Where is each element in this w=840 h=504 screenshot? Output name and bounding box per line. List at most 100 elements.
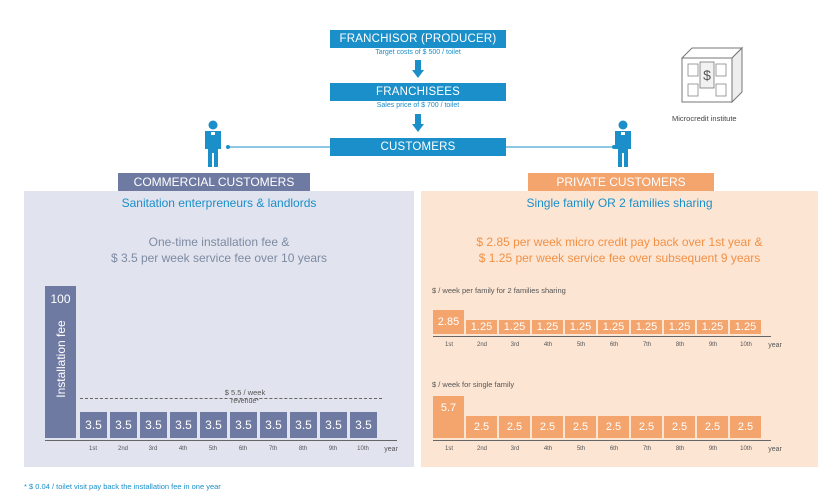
bar: 1.25 bbox=[598, 320, 629, 334]
shared-bars: 2.85 1.25 1.25 1.25 1.25 1.25 1.25 1.25 … bbox=[433, 310, 773, 336]
bar: 2.5 bbox=[730, 416, 761, 438]
year-tick: 8th bbox=[675, 342, 685, 348]
bar: 2.5 bbox=[466, 416, 497, 438]
single-bars: 5.7 2.5 2.5 2.5 2.5 2.5 2.5 2.5 2.5 2.5 bbox=[433, 396, 773, 438]
bar: 3.5 bbox=[320, 412, 347, 438]
year-tick: 6th bbox=[609, 446, 619, 452]
bar: 3.5 bbox=[230, 412, 257, 438]
installation-fee-value: 100 bbox=[50, 292, 71, 306]
installation-fee-bar bbox=[45, 286, 76, 438]
franchisor-subtitle: Target costs of $ 500 / toilet bbox=[375, 49, 461, 56]
year-tick: 1st bbox=[444, 342, 453, 348]
svg-text:$: $ bbox=[703, 67, 711, 83]
commercial-bars: 3.5 3.5 3.5 3.5 3.5 3.5 3.5 3.5 3.5 3.5 bbox=[80, 412, 390, 438]
customers-box: CUSTOMERS bbox=[330, 138, 506, 156]
year-tick: 2nd bbox=[117, 446, 128, 452]
private-header: PRIVATE CUSTOMERS bbox=[528, 173, 714, 191]
bar: 2.5 bbox=[697, 416, 728, 438]
week-revenue-note-2: revenue* bbox=[230, 398, 260, 405]
commercial-desc-line2: $ 3.5 per week service fee over 10 years bbox=[110, 251, 328, 265]
franchisor-box: FRANCHISOR (PRODUCER) bbox=[330, 30, 506, 48]
year-tick: 6th bbox=[609, 342, 619, 348]
year-tick: 10th bbox=[740, 446, 752, 452]
year-tick: 1st bbox=[88, 446, 97, 452]
bar: 5.7 bbox=[433, 396, 464, 438]
bar: 2.85 bbox=[433, 310, 464, 334]
year-tick: 9th bbox=[708, 446, 718, 452]
bar: 3.5 bbox=[350, 412, 377, 438]
year-tick: 7th bbox=[642, 446, 652, 452]
bank-building-icon: $ bbox=[676, 44, 746, 106]
commercial-year-ticks: 1st 2nd 3rd 4th 5th 6th 7th 8th 9th 10th… bbox=[82, 446, 402, 456]
year-axis-label: year bbox=[768, 446, 782, 453]
bar: 2.5 bbox=[598, 416, 629, 438]
microcredit-label: Microcredit institute bbox=[672, 114, 737, 123]
year-tick: 6th bbox=[238, 446, 248, 452]
franchisees-box: FRANCHISEES bbox=[330, 83, 506, 101]
year-tick: 8th bbox=[675, 446, 685, 452]
private-desc-line1: $ 2.85 per week micro credit pay back ov… bbox=[476, 235, 763, 249]
installation-fee-label: Installation fee bbox=[54, 320, 68, 398]
bar: 3.5 bbox=[290, 412, 317, 438]
bar: 3.5 bbox=[170, 412, 197, 438]
bar: 2.5 bbox=[532, 416, 563, 438]
single-label: $ / week for single family bbox=[432, 380, 515, 389]
bar: 1.25 bbox=[730, 320, 761, 334]
year-axis-label: year bbox=[768, 342, 782, 349]
year-tick: 8th bbox=[298, 446, 308, 452]
shared-label: $ / week per family for 2 families shari… bbox=[432, 286, 566, 295]
person-icon bbox=[612, 120, 634, 168]
bar: 1.25 bbox=[466, 320, 497, 334]
year-tick: 4th bbox=[543, 446, 553, 452]
bar: 3.5 bbox=[140, 412, 167, 438]
bar: 1.25 bbox=[664, 320, 695, 334]
bar: 2.5 bbox=[631, 416, 662, 438]
year-axis-label: year bbox=[384, 446, 398, 453]
year-tick: 5th bbox=[576, 342, 586, 348]
private-desc-line2: $ 1.25 per week service fee over subsequ… bbox=[478, 251, 761, 265]
year-tick: 3rd bbox=[510, 342, 520, 348]
revenue-dashed-line bbox=[80, 398, 382, 399]
arrow-down-icon bbox=[412, 60, 424, 78]
bar: 3.5 bbox=[260, 412, 287, 438]
commercial-header: COMMERCIAL CUSTOMERS bbox=[118, 173, 310, 191]
week-revenue-note: $ 5.5 / week bbox=[224, 388, 266, 397]
bar: 3.5 bbox=[110, 412, 137, 438]
single-year-ticks: 1st 2nd 3rd 4th 5th 6th 7th 8th 9th 10th… bbox=[438, 446, 798, 456]
year-tick: 7th bbox=[268, 446, 278, 452]
year-tick: 2nd bbox=[476, 446, 487, 452]
person-icon bbox=[202, 120, 224, 168]
year-tick: 2nd bbox=[476, 342, 487, 348]
bar: 3.5 bbox=[80, 412, 107, 438]
private-subtitle: Single family OR 2 families sharing bbox=[526, 196, 713, 210]
year-tick: 1st bbox=[444, 446, 453, 452]
commercial-desc-line1: One-time installation fee & bbox=[148, 235, 290, 249]
year-tick: 3rd bbox=[148, 446, 158, 452]
bar: 2.5 bbox=[664, 416, 695, 438]
connector-left bbox=[226, 145, 330, 149]
shared-year-ticks: 1st 2nd 3rd 4th 5th 6th 7th 8th 9th 10th… bbox=[438, 342, 798, 352]
year-tick: 9th bbox=[708, 342, 718, 348]
year-tick: 10th bbox=[740, 342, 752, 348]
year-tick: 5th bbox=[576, 446, 586, 452]
year-tick: 7th bbox=[642, 342, 652, 348]
commercial-axis bbox=[45, 440, 397, 441]
bar: 2.5 bbox=[499, 416, 530, 438]
connector-right bbox=[506, 145, 616, 149]
bar: 3.5 bbox=[200, 412, 227, 438]
single-axis bbox=[433, 440, 771, 441]
year-tick: 4th bbox=[178, 446, 188, 452]
bar: 1.25 bbox=[532, 320, 563, 334]
arrow-down-icon bbox=[412, 114, 424, 132]
franchisees-subtitle: Sales price of $ 700 / toilet bbox=[376, 102, 460, 109]
year-tick: 5th bbox=[208, 446, 218, 452]
year-tick: 9th bbox=[328, 446, 338, 452]
bar: 1.25 bbox=[499, 320, 530, 334]
year-tick: 10th bbox=[357, 446, 369, 452]
bar: 1.25 bbox=[697, 320, 728, 334]
commercial-subtitle: Sanitation enterpreneurs & landlords bbox=[121, 196, 317, 210]
bar: 1.25 bbox=[631, 320, 662, 334]
shared-axis bbox=[433, 336, 771, 337]
year-tick: 4th bbox=[543, 342, 553, 348]
bar: 2.5 bbox=[565, 416, 596, 438]
